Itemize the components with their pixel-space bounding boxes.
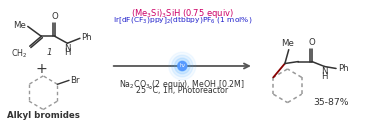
- Text: O: O: [308, 38, 315, 47]
- Text: N: N: [64, 44, 71, 53]
- Text: Na$_2$CO$_3$ (2 equiv), MeOH [0.2M]: Na$_2$CO$_3$ (2 equiv), MeOH [0.2M]: [119, 78, 245, 91]
- Text: Alkyl bromides: Alkyl bromides: [7, 111, 80, 120]
- Text: Me: Me: [281, 39, 294, 48]
- Circle shape: [172, 55, 193, 77]
- Circle shape: [178, 62, 187, 70]
- Text: Ph: Ph: [338, 64, 349, 73]
- Text: Br: Br: [70, 76, 79, 85]
- Text: 35-87%: 35-87%: [313, 98, 349, 107]
- Text: (Me$_3$Si)$_3$SiH (0.75 equiv): (Me$_3$Si)$_3$SiH (0.75 equiv): [131, 7, 234, 20]
- Text: 25 °C, 1h, Photoreactor: 25 °C, 1h, Photoreactor: [136, 86, 228, 95]
- Text: O: O: [51, 12, 58, 21]
- Text: H: H: [64, 48, 71, 57]
- Text: N: N: [321, 67, 328, 77]
- Text: 1: 1: [46, 48, 52, 57]
- Text: +: +: [36, 62, 47, 76]
- Circle shape: [169, 52, 196, 80]
- Text: Ir[dF(CF$_3$)ppy]$_2$(dtbbpy)PF$_6$ (1 mol%): Ir[dF(CF$_3$)ppy]$_2$(dtbbpy)PF$_6$ (1 m…: [113, 16, 252, 26]
- Text: H: H: [321, 72, 328, 81]
- Text: Ph: Ph: [81, 33, 91, 42]
- Text: CH$_2$: CH$_2$: [11, 47, 28, 60]
- Circle shape: [177, 61, 187, 71]
- Circle shape: [175, 58, 190, 74]
- Text: hν: hν: [179, 63, 185, 68]
- Text: Me: Me: [13, 21, 26, 30]
